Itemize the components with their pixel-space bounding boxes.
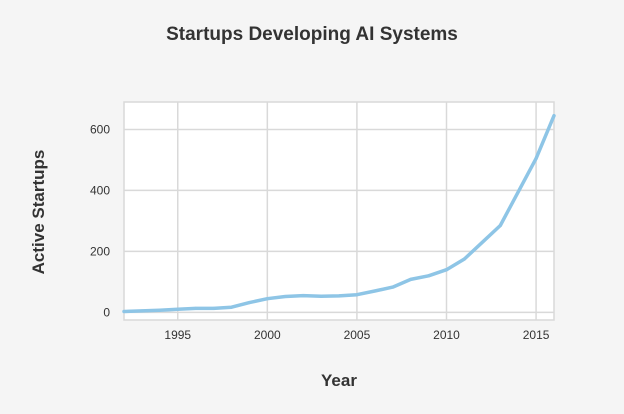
plot-background — [123, 101, 555, 321]
data-point — [122, 310, 126, 313]
data-point — [498, 224, 502, 227]
data-point — [409, 277, 413, 281]
data-point — [445, 268, 448, 272]
data-point — [158, 308, 162, 312]
x-tick-label: 2000 — [254, 328, 281, 342]
x-tick-label: 2010 — [433, 328, 460, 342]
chart-title: Startups Developing AI Systems — [166, 24, 458, 45]
data-point — [337, 294, 341, 298]
data-point — [552, 114, 556, 118]
plot-area — [122, 101, 556, 321]
data-point — [391, 285, 395, 289]
y-axis-label: Active Startups — [29, 150, 48, 275]
x-tick-label: 1995 — [164, 328, 191, 342]
data-point — [283, 295, 287, 298]
data-point — [480, 240, 484, 244]
x-grid — [177, 102, 537, 320]
y-tick-label: 200 — [90, 244, 110, 258]
series-layer — [122, 113, 556, 314]
data-point — [427, 274, 431, 278]
data-point — [247, 301, 251, 305]
data-point — [373, 289, 377, 293]
data-point — [355, 293, 359, 297]
data-point — [534, 156, 538, 160]
y-tick-label: 400 — [90, 183, 110, 197]
data-point — [462, 257, 466, 261]
y-grid — [124, 128, 554, 314]
y-tick-labels: 0 200 400 600 — [90, 122, 110, 319]
data-point — [230, 305, 233, 309]
x-tick-label: 2005 — [344, 328, 371, 342]
data-point — [194, 306, 198, 310]
x-tick-labels: 1995 2000 2005 2010 2015 — [164, 328, 549, 342]
data-point — [140, 309, 144, 313]
y-tick-label: 0 — [103, 305, 110, 319]
x-tick-label: 2015 — [523, 328, 550, 342]
data-point — [516, 190, 520, 194]
data-point — [176, 307, 180, 311]
y-tick-label: 600 — [90, 122, 110, 136]
x-axis-label: Year — [321, 371, 357, 390]
data-point — [212, 306, 216, 310]
data-point — [319, 294, 323, 298]
data-point — [265, 297, 269, 301]
data-point — [301, 294, 305, 298]
